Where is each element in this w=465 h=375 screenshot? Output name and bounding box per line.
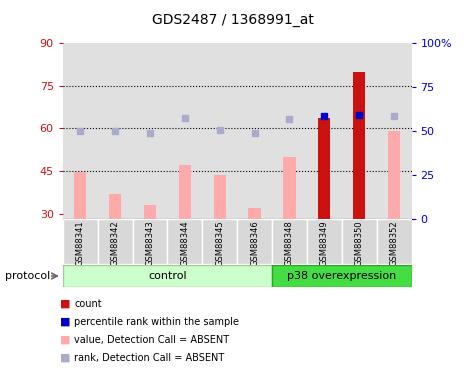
Text: ■: ■ (60, 353, 70, 363)
Text: ■: ■ (60, 317, 70, 327)
Text: GSM88346: GSM88346 (250, 221, 259, 267)
Bar (307, 219, 342, 264)
Bar (74, 172, 86, 219)
Text: value, Detection Call = ABSENT: value, Detection Call = ABSENT (74, 335, 230, 345)
Bar (133, 219, 167, 264)
Text: GSM88345: GSM88345 (215, 221, 224, 266)
Text: GSM88352: GSM88352 (390, 221, 399, 266)
Bar (202, 43, 237, 219)
Text: GSM88343: GSM88343 (146, 221, 154, 267)
Text: GSM88350: GSM88350 (355, 221, 364, 266)
Bar (109, 194, 121, 219)
Bar (144, 205, 156, 219)
Text: GSM88341: GSM88341 (76, 221, 85, 266)
Text: percentile rank within the sample: percentile rank within the sample (74, 317, 239, 327)
Bar (63, 265, 272, 287)
Bar (202, 219, 237, 264)
Bar (248, 208, 261, 219)
Text: p38 overexpression: p38 overexpression (287, 271, 396, 281)
Bar (283, 157, 296, 219)
Text: GSM88342: GSM88342 (111, 221, 120, 266)
Bar (377, 219, 412, 264)
Bar (388, 131, 400, 219)
Text: protocol: protocol (5, 272, 50, 281)
Bar (342, 43, 377, 219)
Bar (63, 43, 98, 219)
Bar (237, 43, 272, 219)
Bar (98, 219, 133, 264)
Text: count: count (74, 299, 102, 309)
Text: control: control (148, 271, 187, 281)
Bar (272, 43, 307, 219)
Bar (98, 43, 133, 219)
Bar (167, 43, 202, 219)
Bar (133, 43, 167, 219)
Bar (307, 43, 342, 219)
Text: GSM88348: GSM88348 (285, 221, 294, 267)
Text: ■: ■ (60, 299, 70, 309)
Bar (237, 219, 272, 264)
Text: GDS2487 / 1368991_at: GDS2487 / 1368991_at (152, 13, 313, 27)
Bar (353, 72, 365, 219)
Bar (272, 219, 307, 264)
Bar (63, 219, 98, 264)
Text: GSM88349: GSM88349 (320, 221, 329, 266)
Bar (342, 219, 377, 264)
Text: GSM88344: GSM88344 (180, 221, 189, 266)
Bar (213, 176, 226, 219)
Bar (318, 118, 331, 219)
Text: ■: ■ (60, 335, 70, 345)
Bar (377, 43, 412, 219)
Text: rank, Detection Call = ABSENT: rank, Detection Call = ABSENT (74, 353, 225, 363)
Bar (272, 265, 412, 287)
Bar (179, 165, 191, 219)
Bar (167, 219, 202, 264)
